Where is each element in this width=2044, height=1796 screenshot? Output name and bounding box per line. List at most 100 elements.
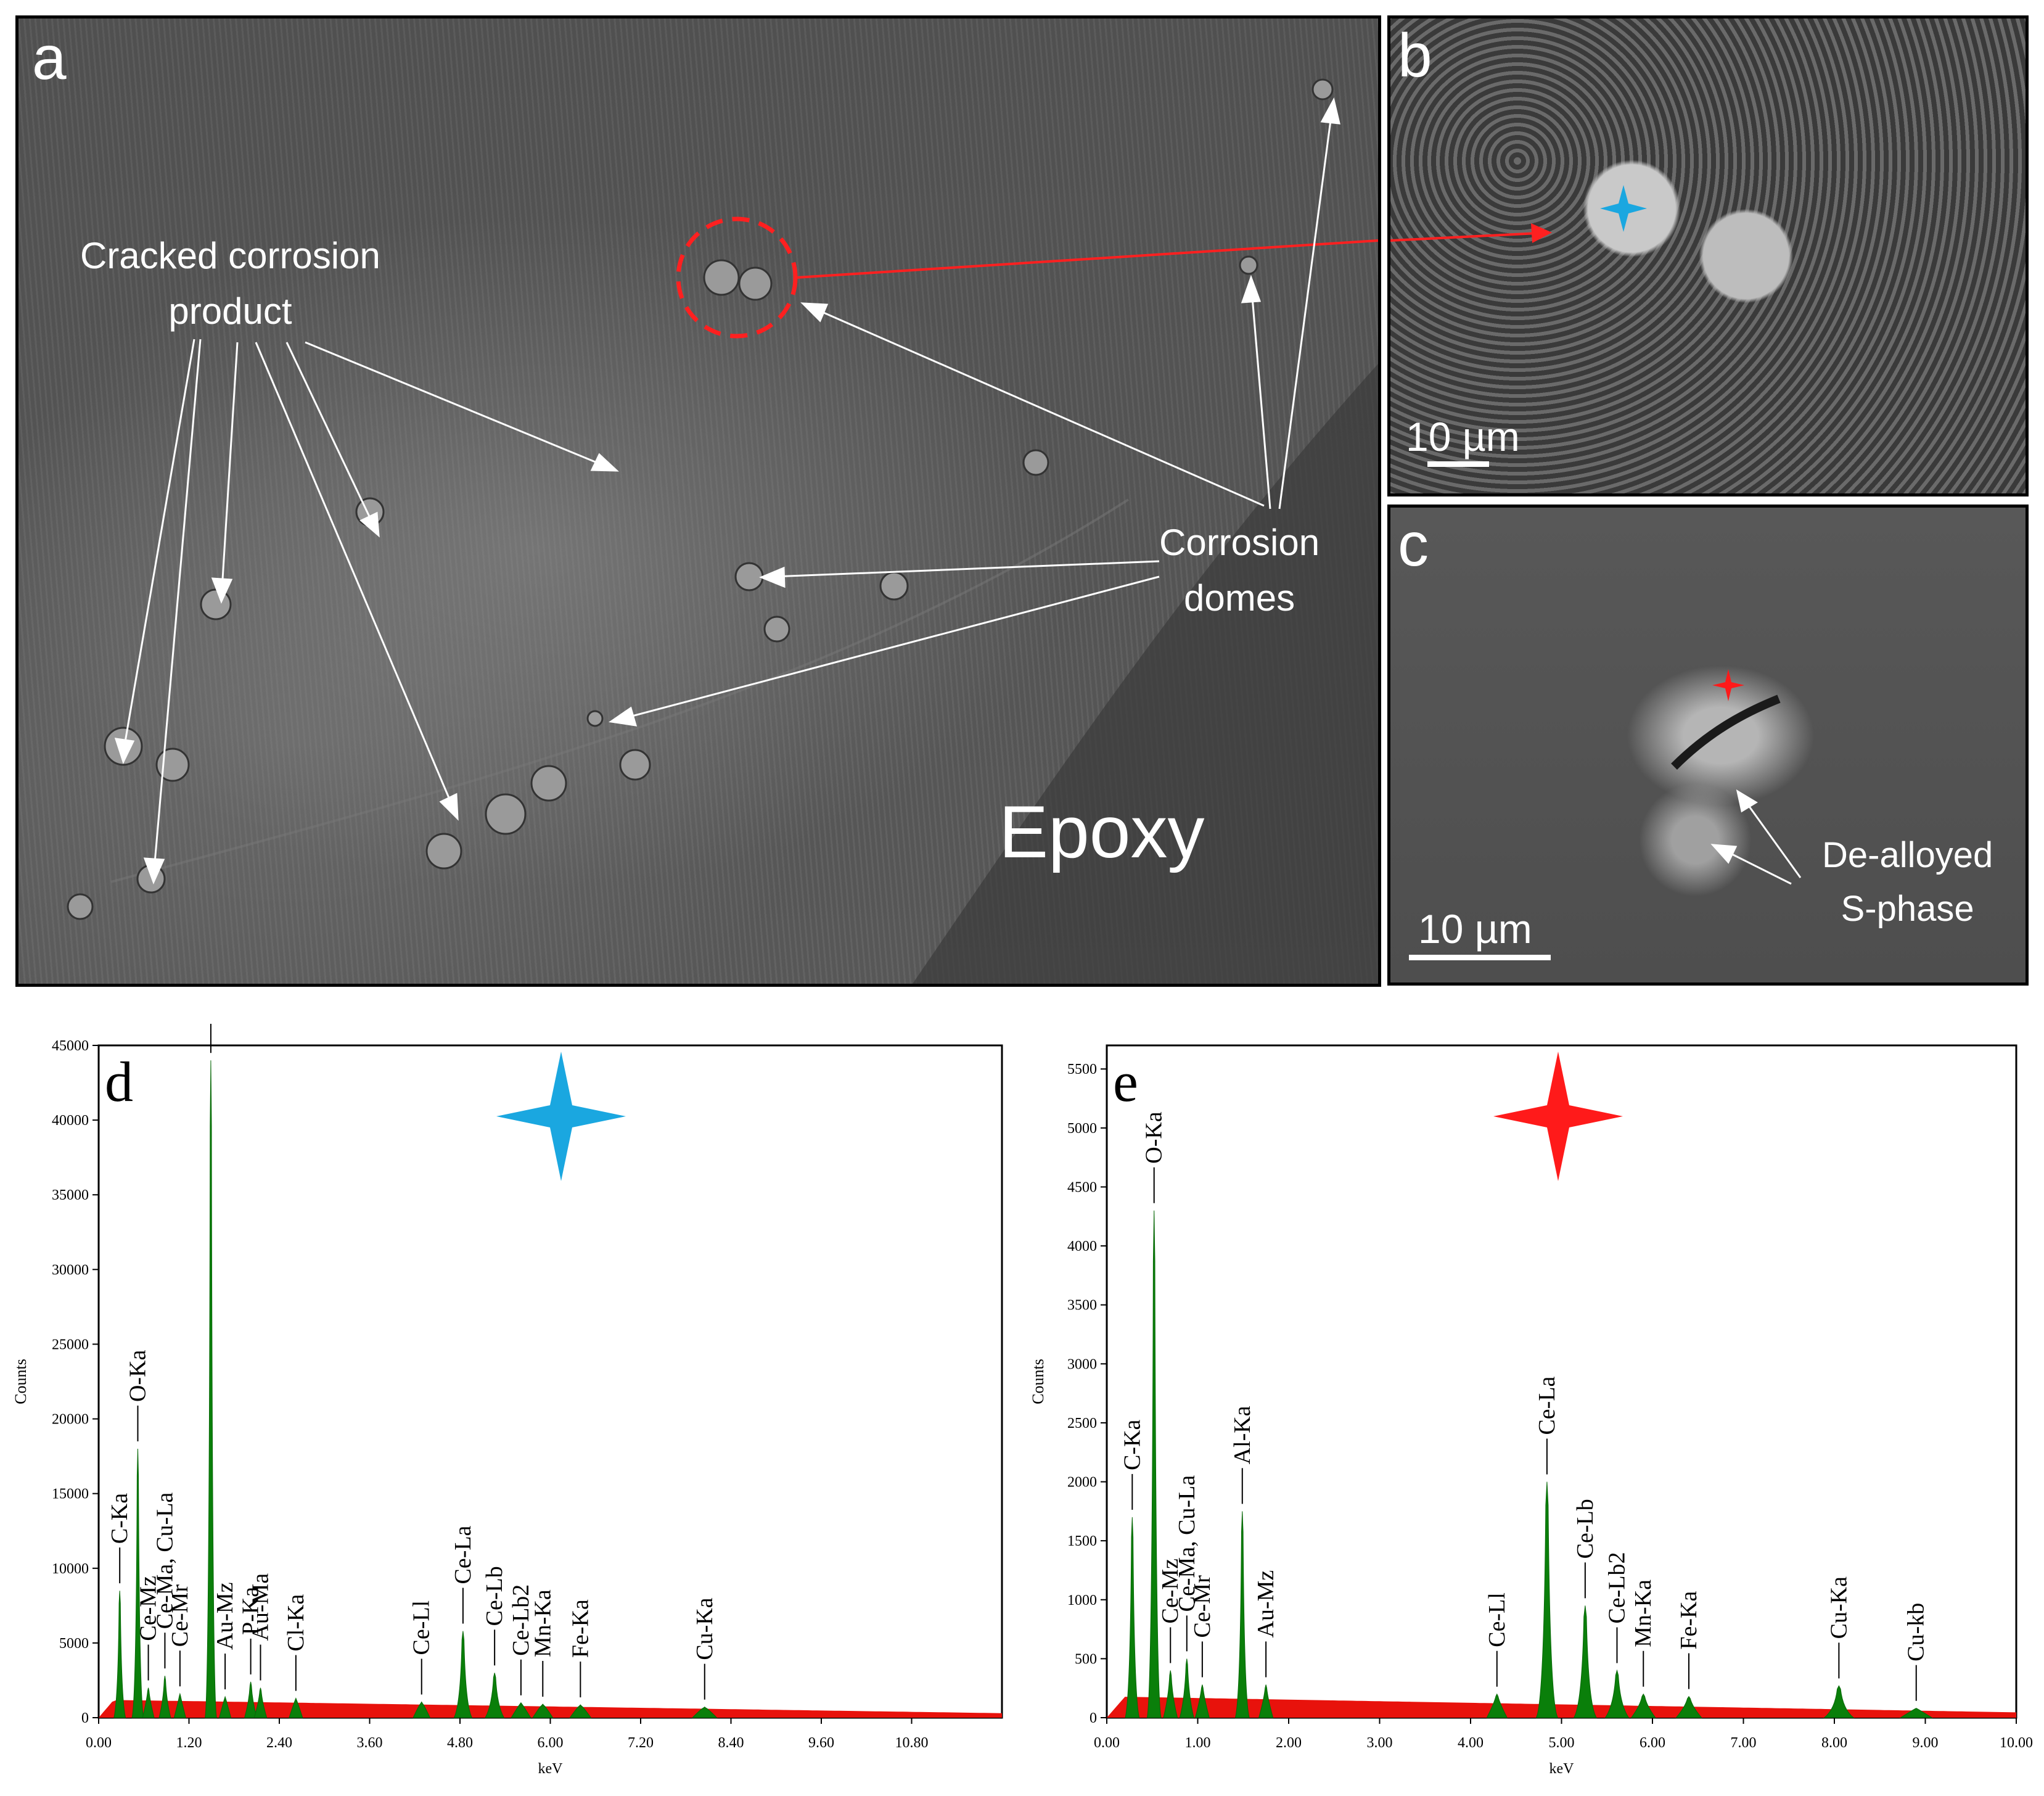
x-tick-label-10: 10.00	[2000, 1735, 2033, 1751]
peak-4	[173, 1692, 186, 1718]
peak-label-6: Au-Mz	[1253, 1570, 1279, 1638]
y-tick-label-0: 0	[81, 1710, 89, 1726]
red-arrow-line	[1390, 232, 1539, 242]
y-tick-label-4: 20000	[52, 1412, 89, 1428]
x-axis-label: keV	[1549, 1761, 1575, 1777]
y-tick-label-3: 15000	[52, 1486, 89, 1502]
scratch-line	[110, 498, 1130, 883]
peak-label-15: Fe-Ka	[567, 1599, 593, 1658]
peak-5	[204, 1060, 217, 1718]
plot-frame	[97, 1044, 1003, 1719]
sem-image-panel-c: c De-alloyed S-phase 10 µm	[1387, 505, 2029, 986]
y-tick-label-8: 4000	[1067, 1238, 1097, 1254]
peak-5	[1234, 1511, 1250, 1718]
star-marker	[1493, 1052, 1623, 1181]
epoxy-region	[913, 364, 1378, 984]
cracked-corrosion-label: Cracked corrosion product	[80, 228, 380, 339]
sem-image-panel-a: a Cracked corrosion product Corrosion do…	[15, 15, 1381, 987]
panel-label: e	[1113, 1050, 1138, 1113]
peak-label-13: Ce-Lb2	[508, 1584, 534, 1656]
y-tick-label-7: 3500	[1067, 1298, 1097, 1314]
peak-16	[691, 1707, 718, 1718]
peak-label-4: Ce-Mr	[1189, 1575, 1215, 1638]
y-tick-label-6: 30000	[52, 1262, 89, 1278]
x-tick-label-6: 7.20	[628, 1735, 654, 1751]
peak-label-12: Ce-Lb	[482, 1566, 507, 1626]
x-tick-label-1: 1.20	[176, 1735, 202, 1751]
peak-3	[1179, 1658, 1194, 1718]
x-tick-label-2: 2.00	[1276, 1735, 1302, 1751]
peak-6	[219, 1695, 232, 1718]
crack-feature	[1671, 694, 1781, 770]
x-tick-label-5: 6.00	[538, 1735, 564, 1751]
peak-label-14: Cu-kb	[1903, 1603, 1929, 1662]
peak-label-9: Ce-Lb	[1572, 1499, 1598, 1559]
peak-13	[511, 1702, 532, 1718]
epoxy-label: Epoxy	[999, 791, 1205, 873]
peak-label-10: Ce-Lb2	[1604, 1552, 1630, 1623]
peak-label-6: Au-Mz	[212, 1582, 238, 1650]
peak-label-11: Ce-La	[450, 1525, 476, 1584]
peak-label-3: Ce-Ma, Cu-La	[1174, 1475, 1200, 1612]
peak-14	[1899, 1708, 1933, 1718]
y-tick-label-2: 10000	[52, 1561, 89, 1577]
peak-label-9: Cl-Ka	[283, 1594, 309, 1652]
x-tick-label-0: 0.00	[1094, 1735, 1120, 1751]
panel-b-label: b	[1398, 21, 1432, 90]
x-axis-label: keV	[538, 1761, 564, 1777]
cracked-corrosion-line-2: product	[168, 290, 292, 332]
y-tick-label-3: 1500	[1067, 1533, 1097, 1549]
corrosion-domes-line-1: Corrosion	[1159, 522, 1320, 563]
x-tick-label-6: 6.00	[1640, 1735, 1665, 1751]
panel-label: d	[105, 1050, 133, 1113]
panel-c-label: c	[1398, 510, 1429, 579]
peak-9	[1573, 1605, 1598, 1718]
corrosion-features	[67, 78, 1334, 920]
star-marker	[496, 1052, 626, 1181]
background-continuum	[1107, 1697, 2016, 1718]
y-tick-label-6: 3000	[1067, 1356, 1097, 1372]
peak-label-11: Mn-Ka	[1630, 1580, 1656, 1647]
peak-label-12: Fe-Ka	[1676, 1591, 1702, 1649]
y-axis-label: Counts	[12, 1359, 30, 1404]
de-alloyed-label: De-alloyed S-phase	[1822, 828, 1993, 936]
peak-0	[113, 1591, 126, 1718]
background-continuum	[99, 1700, 1002, 1718]
red-callout-line	[796, 239, 1378, 279]
peak-label-0: C-Ka	[1119, 1419, 1145, 1470]
panel-a-overlay	[67, 78, 1378, 984]
de-alloyed-line-2: S-phase	[1841, 889, 1974, 929]
peak-3	[158, 1676, 171, 1718]
panel-b-scale-bar	[1427, 461, 1489, 467]
dome-arrows	[609, 97, 1340, 727]
peak-6	[1258, 1684, 1274, 1718]
peak-label-0: C-Ka	[107, 1493, 133, 1544]
s-phase-arrows	[1710, 789, 1802, 885]
x-tick-label-3: 3.00	[1367, 1735, 1393, 1751]
y-tick-label-9: 4500	[1067, 1179, 1097, 1195]
panel-b-scale-text: 10 µm	[1406, 414, 1520, 459]
y-tick-label-10: 5000	[1067, 1121, 1097, 1137]
peak-15	[569, 1704, 592, 1718]
peak-1	[131, 1448, 144, 1718]
corrosion-domes-line-2: domes	[1184, 577, 1295, 619]
highlight-circle	[676, 216, 798, 339]
y-tick-label-8: 40000	[52, 1113, 89, 1129]
peak-2	[1163, 1670, 1178, 1718]
panel-c-scale-bar	[1409, 955, 1551, 960]
x-tick-label-1: 1.00	[1185, 1735, 1211, 1751]
peak-9	[289, 1697, 303, 1718]
peak-12	[485, 1673, 505, 1718]
x-tick-label-7: 8.40	[718, 1735, 744, 1751]
peak-7	[244, 1681, 258, 1718]
peak-label-2: Ce-Mz	[1157, 1559, 1183, 1624]
x-tick-label-8: 8.00	[1821, 1735, 1847, 1751]
y-tick-label-1: 500	[1075, 1651, 1097, 1667]
blue-star-marker	[1600, 185, 1647, 232]
peak-0	[1125, 1517, 1140, 1718]
y-axis-label: Counts	[1029, 1359, 1047, 1404]
peak-label-13: Cu-Ka	[1826, 1576, 1852, 1639]
peak-label-10: Ce-Ll	[409, 1600, 435, 1655]
peak-10	[1604, 1669, 1630, 1718]
